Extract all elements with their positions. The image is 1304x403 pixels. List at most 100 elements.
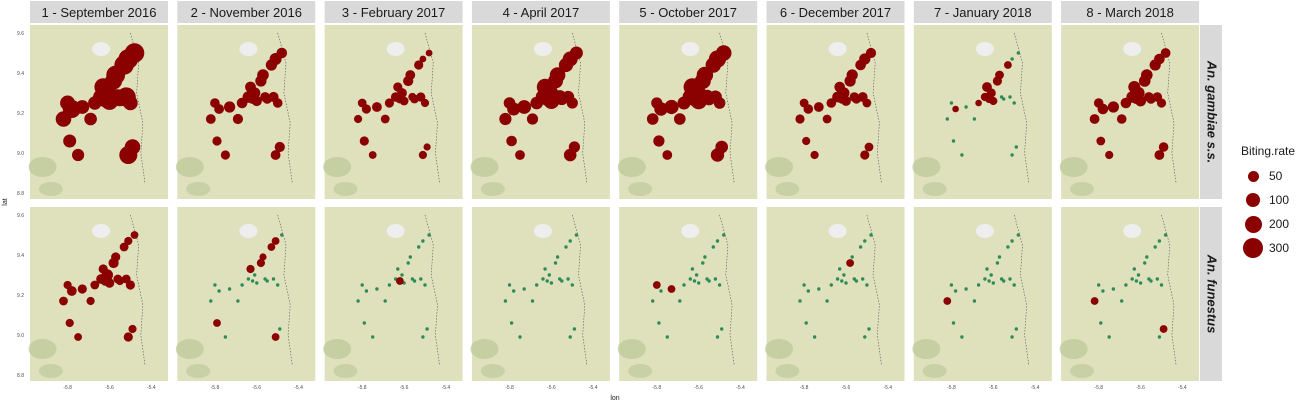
map-lake	[533, 42, 552, 56]
biting-rate-point	[246, 264, 255, 274]
biting-rate-point	[703, 255, 707, 259]
map-forest-patch	[912, 339, 941, 359]
y-tick-label: 9.4	[17, 71, 24, 77]
biting-rate-point	[943, 297, 952, 305]
x-tick-label: -5.8	[63, 385, 72, 391]
biting-rate-point	[1105, 150, 1114, 160]
biting-rate-point	[97, 90, 114, 108]
biting-rate-point	[66, 286, 77, 296]
map-forest-patch	[38, 364, 63, 378]
biting-rate-point	[1014, 145, 1018, 149]
map-border-line	[277, 214, 293, 366]
column-strip	[619, 1, 758, 23]
biting-rate-point	[798, 299, 802, 303]
biting-rate-point	[867, 327, 871, 331]
biting-rate-point	[860, 150, 870, 160]
x-tick-label: -5.8	[947, 385, 956, 391]
column-strip	[471, 1, 610, 23]
x-tick-label: -5.6	[989, 385, 998, 391]
biting-rate-point	[405, 70, 416, 80]
biting-rate-point	[507, 102, 521, 116]
biting-rate-point	[864, 142, 874, 152]
column-strip-label: 2 - November 2016	[191, 5, 302, 20]
map-forest-patch	[775, 182, 800, 196]
biting-rate-point	[964, 105, 968, 109]
x-tick-label: -5.6	[547, 385, 556, 391]
biting-rate-point	[421, 239, 425, 243]
biting-rate-point	[983, 277, 987, 281]
legend-entry: 100	[1241, 188, 1303, 212]
biting-rate-point	[829, 283, 833, 287]
biting-rate-point	[364, 289, 369, 293]
biting-rate-point	[976, 283, 981, 287]
biting-rate-point	[506, 135, 517, 147]
biting-rate-point	[271, 277, 276, 281]
row-strip-label: An. gambiae s.s.	[1205, 60, 1220, 164]
biting-rate-point	[854, 279, 859, 283]
biting-rate-point	[858, 245, 863, 249]
map-lake	[828, 224, 847, 238]
column-strip	[30, 1, 168, 23]
biting-rate-point	[715, 239, 720, 243]
facet-panel	[765, 25, 905, 199]
biting-rate-point	[654, 102, 668, 116]
biting-rate-point	[566, 277, 570, 281]
biting-rate-point	[863, 239, 867, 243]
biting-rate-point	[570, 283, 574, 287]
biting-rate-point	[247, 94, 258, 104]
biting-rate-point	[1136, 273, 1141, 277]
biting-rate-point	[100, 276, 111, 286]
y-axis-title: lat	[2, 198, 9, 205]
biting-rate-point	[271, 237, 280, 245]
biting-rate-point	[1010, 335, 1014, 339]
x-tick-label: -5.4	[442, 385, 451, 391]
biting-rate-point	[1149, 279, 1153, 283]
biting-rate-point	[380, 114, 390, 124]
biting-rate-point	[274, 141, 285, 153]
biting-rate-point	[396, 277, 404, 285]
map-forest-patch	[480, 364, 505, 378]
biting-rate-point	[507, 283, 512, 287]
facet-panels	[28, 25, 1200, 381]
biting-rate-point	[535, 283, 539, 287]
column-strip	[324, 1, 463, 23]
biting-rate-point	[406, 261, 410, 265]
row-strip	[1200, 25, 1222, 199]
map-border-line	[130, 214, 146, 366]
map-forest-patch	[1070, 364, 1095, 378]
legend-label: 50	[1269, 169, 1283, 183]
map-forest-patch	[1070, 182, 1095, 196]
biting-rate-point	[1159, 283, 1164, 287]
map-forest-patch	[617, 157, 646, 177]
biting-rate-point	[995, 261, 1000, 265]
biting-rate-point	[280, 233, 284, 237]
biting-rate-point	[549, 67, 566, 83]
x-tick-label: -5.6	[400, 385, 409, 391]
biting-rate-point	[1089, 114, 1100, 124]
biting-rate-point	[842, 273, 846, 277]
biting-rate-point	[717, 283, 722, 287]
biting-rate-point	[383, 299, 387, 303]
map-forest-patch	[922, 364, 947, 378]
biting-rate-point	[540, 92, 555, 106]
biting-rate-point	[414, 60, 424, 70]
biting-rate-point	[1158, 142, 1169, 152]
biting-rate-point	[213, 319, 221, 327]
biting-rate-point	[713, 277, 718, 281]
biting-rate-point	[951, 321, 956, 325]
legend-label: 200	[1269, 217, 1290, 231]
map-forest-patch	[28, 157, 57, 177]
column-strip-label: 3 - February 2017	[342, 5, 445, 20]
legend-label: 100	[1269, 193, 1290, 207]
facet-panel	[912, 207, 1052, 381]
biting-rate-point	[128, 324, 137, 334]
biting-rate-point	[74, 333, 82, 341]
x-tick-label: -5.6	[105, 385, 114, 391]
x-tick-label: -5.8	[1094, 385, 1103, 391]
biting-rate-point	[715, 140, 728, 154]
biting-rate-point	[804, 321, 808, 325]
map-forest-patch	[628, 182, 653, 196]
biting-rate-point	[360, 283, 364, 287]
legend: Biting.rate 50 100 200 300	[1241, 144, 1303, 260]
map-lake	[681, 224, 700, 238]
